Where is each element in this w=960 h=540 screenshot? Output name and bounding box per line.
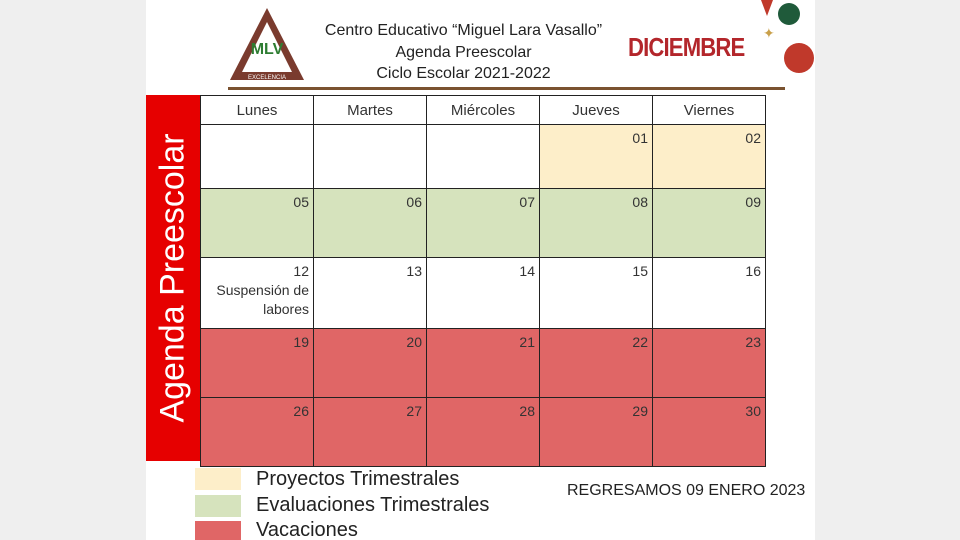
legend-swatch-vacations: [195, 521, 241, 540]
day-header: Lunes: [200, 95, 314, 125]
school-logo: MLV EXCELENCIA: [230, 8, 304, 81]
day-number: 05: [293, 194, 309, 210]
calendar-week: 26 27 28 29 30: [200, 397, 766, 467]
day-number: 09: [745, 194, 761, 210]
school-year: Ciclo Escolar 2021-2022: [376, 65, 551, 82]
return-note: REGRESAMOS 09 ENERO 2023: [567, 482, 806, 499]
calendar-day: 26: [200, 397, 314, 467]
day-number: 30: [745, 403, 761, 419]
day-number: 21: [519, 334, 535, 350]
calendar-day: 16: [652, 257, 766, 329]
calendar-day: 05: [200, 188, 314, 258]
day-header: Martes: [313, 95, 427, 125]
day-number: 20: [406, 334, 422, 350]
calendar-day: 23: [652, 328, 766, 398]
calendar-day: [426, 124, 540, 189]
day-note: Suspensión de labores: [216, 282, 309, 317]
calendar-day: 08: [539, 188, 653, 258]
calendar: Lunes Martes Miércoles Jueves Viernes 01 02 05…: [200, 95, 766, 467]
day-number: 08: [632, 194, 648, 210]
calendar-day: 07: [426, 188, 540, 258]
calendar-day: [313, 124, 427, 189]
legend-vacations: Vacaciones: [256, 519, 358, 540]
day-number: 23: [745, 334, 761, 350]
day-number: 01: [632, 130, 648, 146]
day-number: 27: [406, 403, 422, 419]
day-header: Miércoles: [426, 95, 540, 125]
side-banner: Agenda Preescolar: [146, 95, 200, 461]
calendar-day: 13: [313, 257, 427, 329]
calendar-day: 09: [652, 188, 766, 258]
day-number: 12: [293, 263, 309, 279]
calendar-week: 01 02: [200, 124, 766, 189]
svg-text:✦: ✦: [763, 25, 775, 41]
slide: MLV EXCELENCIA Centro Educativo “Miguel …: [146, 0, 815, 540]
calendar-day: 15: [539, 257, 653, 329]
calendar-day: 22: [539, 328, 653, 398]
day-number: 07: [519, 194, 535, 210]
calendar-day: 20: [313, 328, 427, 398]
header-title: Centro Educativo “Miguel Lara Vasallo” A…: [296, 20, 631, 85]
calendar-day: 12 Suspensión de labores: [200, 257, 314, 329]
legend-projects: Proyectos Trimestrales: [256, 468, 460, 490]
day-number: 13: [406, 263, 422, 279]
calendar-day: 19: [200, 328, 314, 398]
calendar-day: [200, 124, 314, 189]
day-number: 15: [632, 263, 648, 279]
calendar-week: 19 20 21 22 23: [200, 328, 766, 398]
legend-swatch-evaluations: [195, 495, 241, 517]
legend-swatch-projects: [195, 468, 241, 490]
day-number: [201, 125, 313, 129]
calendar-day: 29: [539, 397, 653, 467]
legend-evaluations: Evaluaciones Trimestrales: [256, 494, 490, 516]
day-number: 28: [519, 403, 535, 419]
calendar-day: 27: [313, 397, 427, 467]
day-number: 22: [632, 334, 648, 350]
day-number: 14: [519, 263, 535, 279]
day-header: Viernes: [652, 95, 766, 125]
day-number: 02: [745, 130, 761, 146]
calendar-week: 12 Suspensión de labores 13 14 15 16: [200, 257, 766, 329]
header-rule: [228, 87, 785, 90]
calendar-week: 05 06 07 08 09: [200, 188, 766, 258]
day-number: 16: [745, 263, 761, 279]
svg-text:MLV: MLV: [251, 41, 284, 58]
ornaments-icon: ✦: [761, 0, 814, 73]
day-header: Jueves: [539, 95, 653, 125]
calendar-day: 06: [313, 188, 427, 258]
day-number: 29: [632, 403, 648, 419]
day-number: [314, 125, 426, 129]
day-number: 19: [293, 334, 309, 350]
day-number: 06: [406, 194, 422, 210]
calendar-day: 28: [426, 397, 540, 467]
school-name: Centro Educativo “Miguel Lara Vasallo”: [324, 22, 603, 39]
calendar-day: 01: [539, 124, 653, 189]
day-number: [427, 125, 539, 129]
agenda-name: Agenda Preescolar: [395, 43, 532, 61]
month-title: DICIEMBRE: [628, 32, 745, 62]
day-number: 26: [293, 403, 309, 419]
svg-text:EXCELENCIA: EXCELENCIA: [248, 75, 286, 81]
calendar-day: 02: [652, 124, 766, 189]
calendar-day: 21: [426, 328, 540, 398]
calendar-day: 30: [652, 397, 766, 467]
calendar-day: 14: [426, 257, 540, 329]
